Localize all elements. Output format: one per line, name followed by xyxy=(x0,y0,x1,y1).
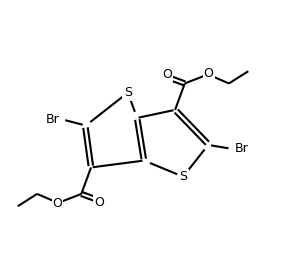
Text: O: O xyxy=(52,197,62,210)
Text: S: S xyxy=(179,170,187,183)
Text: O: O xyxy=(94,196,104,209)
Text: O: O xyxy=(162,68,172,81)
Text: Br: Br xyxy=(46,113,59,126)
Text: Br: Br xyxy=(234,142,248,156)
Text: S: S xyxy=(124,86,132,99)
Text: O: O xyxy=(204,67,214,80)
